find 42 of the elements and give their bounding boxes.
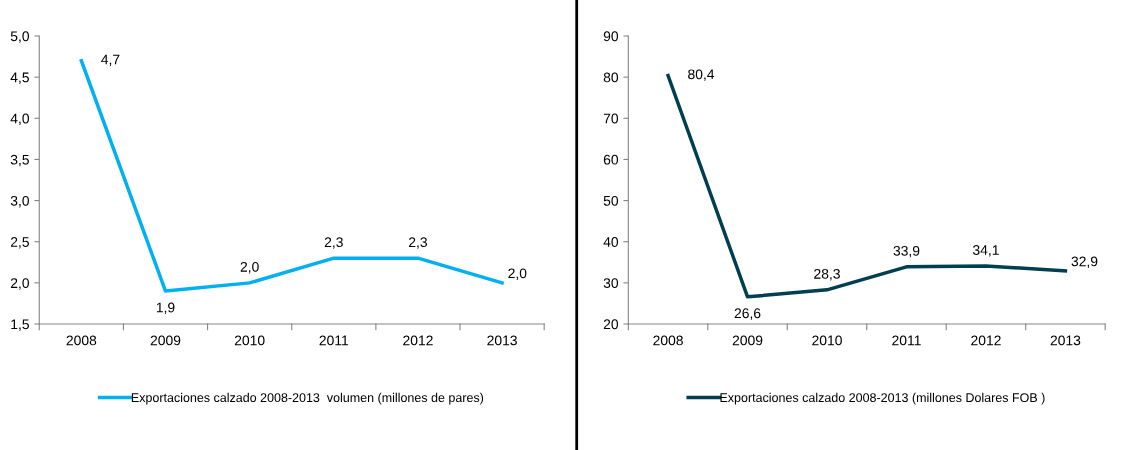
data-label: 28,3: [814, 268, 840, 281]
data-label: 2,3: [324, 237, 343, 249]
y-tick-label: 3,0: [10, 195, 30, 208]
x-tick-label: 2009: [150, 335, 181, 346]
x-tick-label: 2013: [1050, 335, 1081, 346]
x-tick-label: 2012: [971, 335, 1001, 346]
y-tick-label: 3,5: [10, 154, 29, 167]
data-label: 1,9: [156, 302, 175, 315]
y-tick-label: 60: [603, 154, 619, 165]
data-label: 2,0: [240, 261, 259, 274]
data-label: 26,6: [734, 308, 761, 320]
y-tick-label: 50: [603, 195, 619, 206]
y-tick-label: 80: [603, 72, 619, 83]
y-tick-label: 90: [603, 31, 619, 42]
x-tick-label: 2011: [319, 335, 349, 346]
y-tick-label: 1,5: [11, 319, 29, 331]
data-label: 33,9: [893, 245, 920, 258]
x-tick-label: 2010: [234, 335, 265, 346]
y-tick-label: 4,5: [10, 72, 29, 84]
data-label: 32,9: [1071, 256, 1098, 268]
y-tick-label: 4,0: [10, 113, 30, 126]
data-label: 2,3: [408, 237, 427, 249]
y-tick-label: 5,0: [10, 31, 30, 43]
x-tick-label: 2012: [403, 335, 433, 346]
x-tick-label: 2010: [812, 335, 842, 346]
x-tick-label: 2011: [892, 335, 921, 346]
data-label: 80,4: [688, 69, 715, 81]
legend-label: Exportaciones calzado 2008-2013 volumen (millones de pares): [131, 392, 484, 405]
y-tick-label: 40: [603, 237, 619, 247]
y-tick-label: 20: [603, 319, 619, 330]
y-tick-label: 2,0: [10, 278, 30, 290]
legend-label: Exportaciones calzado 2008-2013 (millones Dolares FOB ): [720, 392, 1045, 405]
x-tick-label: 2013: [487, 335, 517, 346]
data-label: 4,7: [101, 54, 120, 67]
x-tick-label: 2008: [66, 335, 97, 346]
y-tick-label: 2,5: [10, 237, 29, 249]
y-tick-label: 30: [603, 278, 619, 289]
x-tick-label: 2009: [732, 335, 763, 346]
data-label: 2,0: [508, 268, 527, 280]
data-label: 34,1: [972, 245, 999, 257]
x-tick-label: 2008: [653, 335, 683, 346]
y-tick-label: 70: [603, 113, 619, 124]
